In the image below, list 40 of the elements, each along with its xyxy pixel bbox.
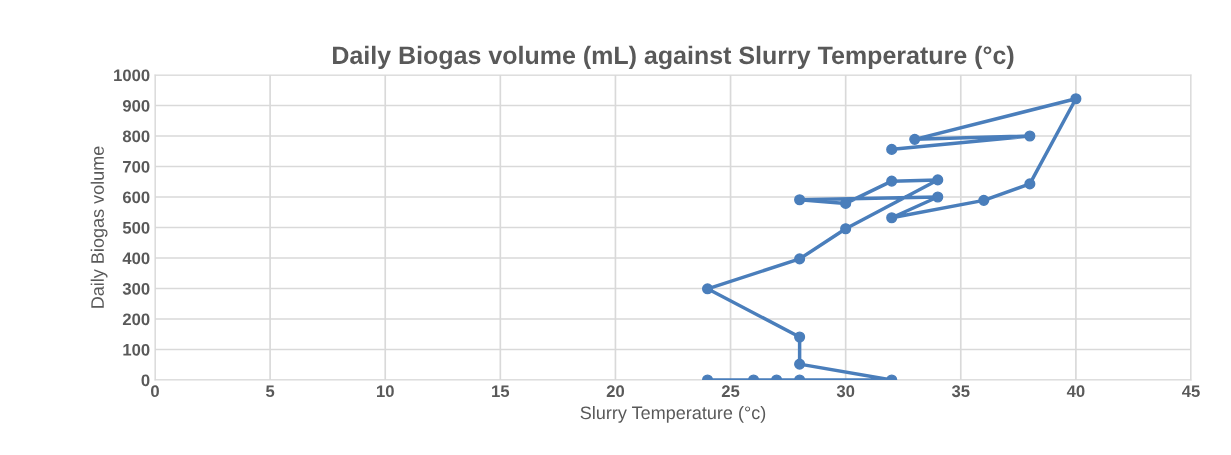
point: [886, 175, 898, 187]
point: [886, 212, 898, 224]
y-tick-label: 200: [122, 313, 150, 326]
y-tick-label: 100: [123, 343, 150, 356]
y-tick-label: 600: [122, 191, 150, 204]
x-tick-label: 45: [1181, 385, 1200, 398]
x-tick-label: 5: [265, 385, 275, 398]
x-tick-label: 35: [951, 385, 970, 398]
y-tick-label: 0: [141, 374, 150, 387]
y-tick-label: 900: [122, 99, 150, 112]
x-tick-label: 10: [377, 385, 394, 398]
x-axis-title: Slurry Temperature (°c): [580, 405, 766, 423]
point: [794, 194, 806, 206]
point: [978, 194, 990, 206]
y-tick-label: 300: [122, 282, 150, 295]
point: [909, 133, 921, 145]
x-tick-label: 20: [606, 385, 625, 398]
point: [932, 191, 944, 203]
x-tick-label: 40: [1066, 385, 1085, 398]
y-tick-label: 700: [123, 160, 150, 173]
point: [1024, 178, 1036, 190]
point: [886, 143, 898, 155]
point: [840, 223, 852, 235]
x-tick-label: 30: [836, 385, 855, 398]
point: [932, 174, 944, 186]
y-tick-label: 800: [122, 130, 150, 143]
y-tick-label: 1000: [114, 69, 150, 82]
y-tick-label: 500: [122, 221, 150, 234]
x-tick-label: 0: [151, 385, 159, 398]
point: [1024, 130, 1036, 142]
point: [794, 253, 806, 265]
point: [794, 358, 806, 370]
x-tick-label: 25: [721, 385, 740, 398]
point: [701, 283, 714, 295]
point: [1070, 93, 1082, 105]
y-axis-title: Daily Biogas volume: [90, 146, 108, 308]
y-tick-label: 400: [122, 252, 150, 265]
chart-title: Daily Biogas volume (mL) against Slurry Temperature (°c): [333, 45, 1014, 70]
x-tick-label: 15: [492, 385, 510, 398]
point: [794, 331, 806, 343]
